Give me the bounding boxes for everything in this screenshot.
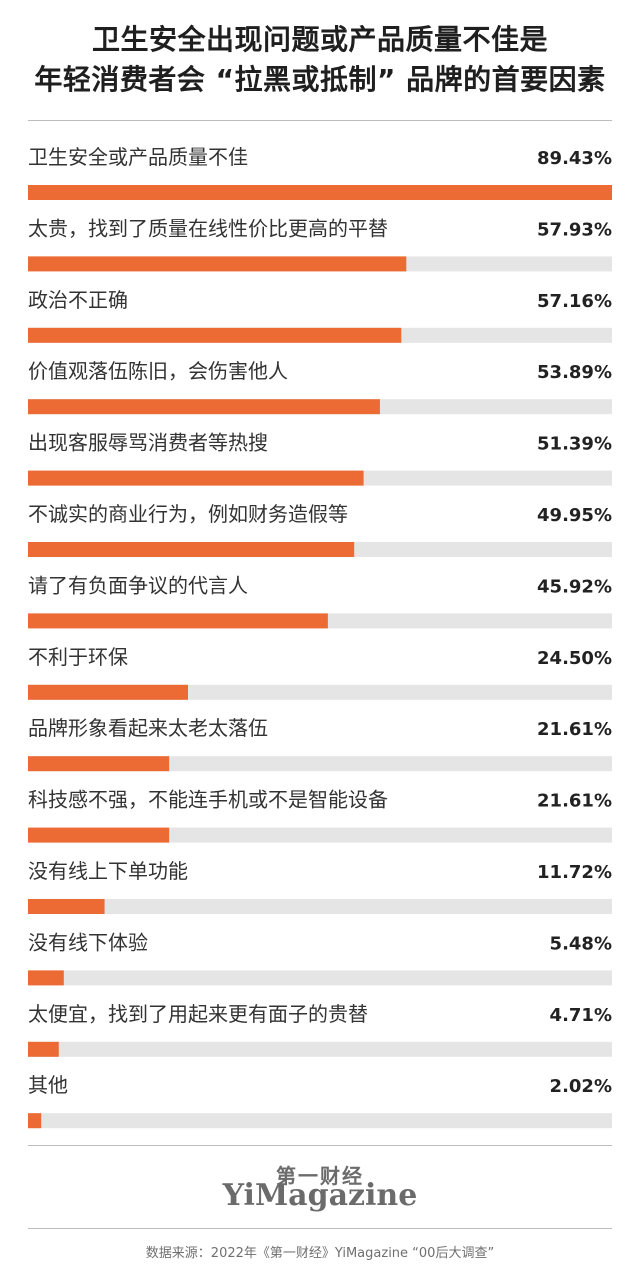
value-label: 49.95% — [537, 505, 612, 526]
category-label: 请了有负面争议的代言人 — [28, 573, 248, 597]
category-label: 没有线下体验 — [28, 930, 148, 954]
bar — [28, 1041, 59, 1057]
bar-track — [28, 756, 612, 772]
value-label: 57.93% — [537, 219, 612, 240]
category-label: 其他 — [28, 1073, 68, 1097]
value-label: 57.16% — [537, 291, 612, 312]
category-label: 没有线上下单功能 — [28, 859, 188, 883]
category-label: 品牌形象看起来太老太落伍 — [28, 716, 268, 740]
value-label: 11.72% — [537, 862, 612, 883]
logo-english: YiMagazine — [222, 1178, 418, 1213]
bar — [28, 613, 328, 629]
top-divider — [28, 120, 612, 121]
bar-track — [28, 899, 612, 914]
category-label: 太便宜，找到了用起来更有面子的贵替 — [28, 1002, 368, 1026]
category-label: 政治不正确 — [28, 288, 128, 312]
value-label: 89.43% — [537, 148, 612, 169]
bar — [28, 684, 188, 700]
chart-title-line2: 年轻消费者会 “拉黑或抵制” 品牌的首要因素 — [34, 63, 606, 96]
bar-track — [28, 970, 612, 986]
bar — [28, 970, 64, 986]
bar-track — [28, 1041, 612, 1057]
category-label: 太贵，找到了质量在线性价比更高的平替 — [28, 216, 388, 240]
logo-chinese: 第一财经 — [276, 1164, 364, 1188]
bar — [28, 470, 364, 486]
category-label: 科技感不强，不能连手机或不是智能设备 — [28, 788, 388, 812]
chart-title-line1: 卫生安全出现问题或产品质量不佳是 — [91, 23, 548, 56]
bar — [28, 542, 355, 557]
category-label: 不诚实的商业行为，例如财务造假等 — [28, 502, 348, 526]
value-label: 21.61% — [537, 791, 612, 812]
bar — [28, 327, 402, 343]
category-label: 价值观落伍陈旧，会伤害他人 — [28, 359, 288, 383]
value-label: 2.02% — [550, 1076, 612, 1097]
value-label: 24.50% — [537, 648, 612, 669]
category-label: 卫生安全或产品质量不佳 — [28, 145, 248, 169]
value-label: 53.89% — [537, 362, 612, 383]
category-label: 出现客服辱骂消费者等热搜 — [28, 431, 268, 455]
bar — [28, 256, 407, 272]
bar — [28, 899, 105, 914]
value-label: 4.71% — [550, 1005, 612, 1026]
chart-bottom-divider — [28, 1145, 612, 1146]
bar-track — [28, 827, 612, 843]
bar — [28, 1113, 42, 1129]
data-source-note: 数据来源：2022年《第一财经》YiMagazine “00后大调查” — [145, 1246, 495, 1261]
bar — [28, 756, 170, 772]
value-label: 45.92% — [537, 576, 612, 597]
bar-track — [28, 1113, 612, 1129]
bar — [28, 827, 170, 843]
bar — [28, 399, 380, 415]
footer-divider — [28, 1228, 612, 1229]
bar — [28, 185, 612, 200]
category-label: 不利于环保 — [28, 645, 128, 669]
value-label: 21.61% — [537, 719, 612, 740]
value-label: 51.39% — [537, 434, 612, 455]
chart-title: 卫生安全出现问题或产品质量不佳是 年轻消费者会 “拉黑或抵制” 品牌的首要因素 — [0, 20, 640, 100]
value-label: 5.48% — [550, 933, 612, 954]
